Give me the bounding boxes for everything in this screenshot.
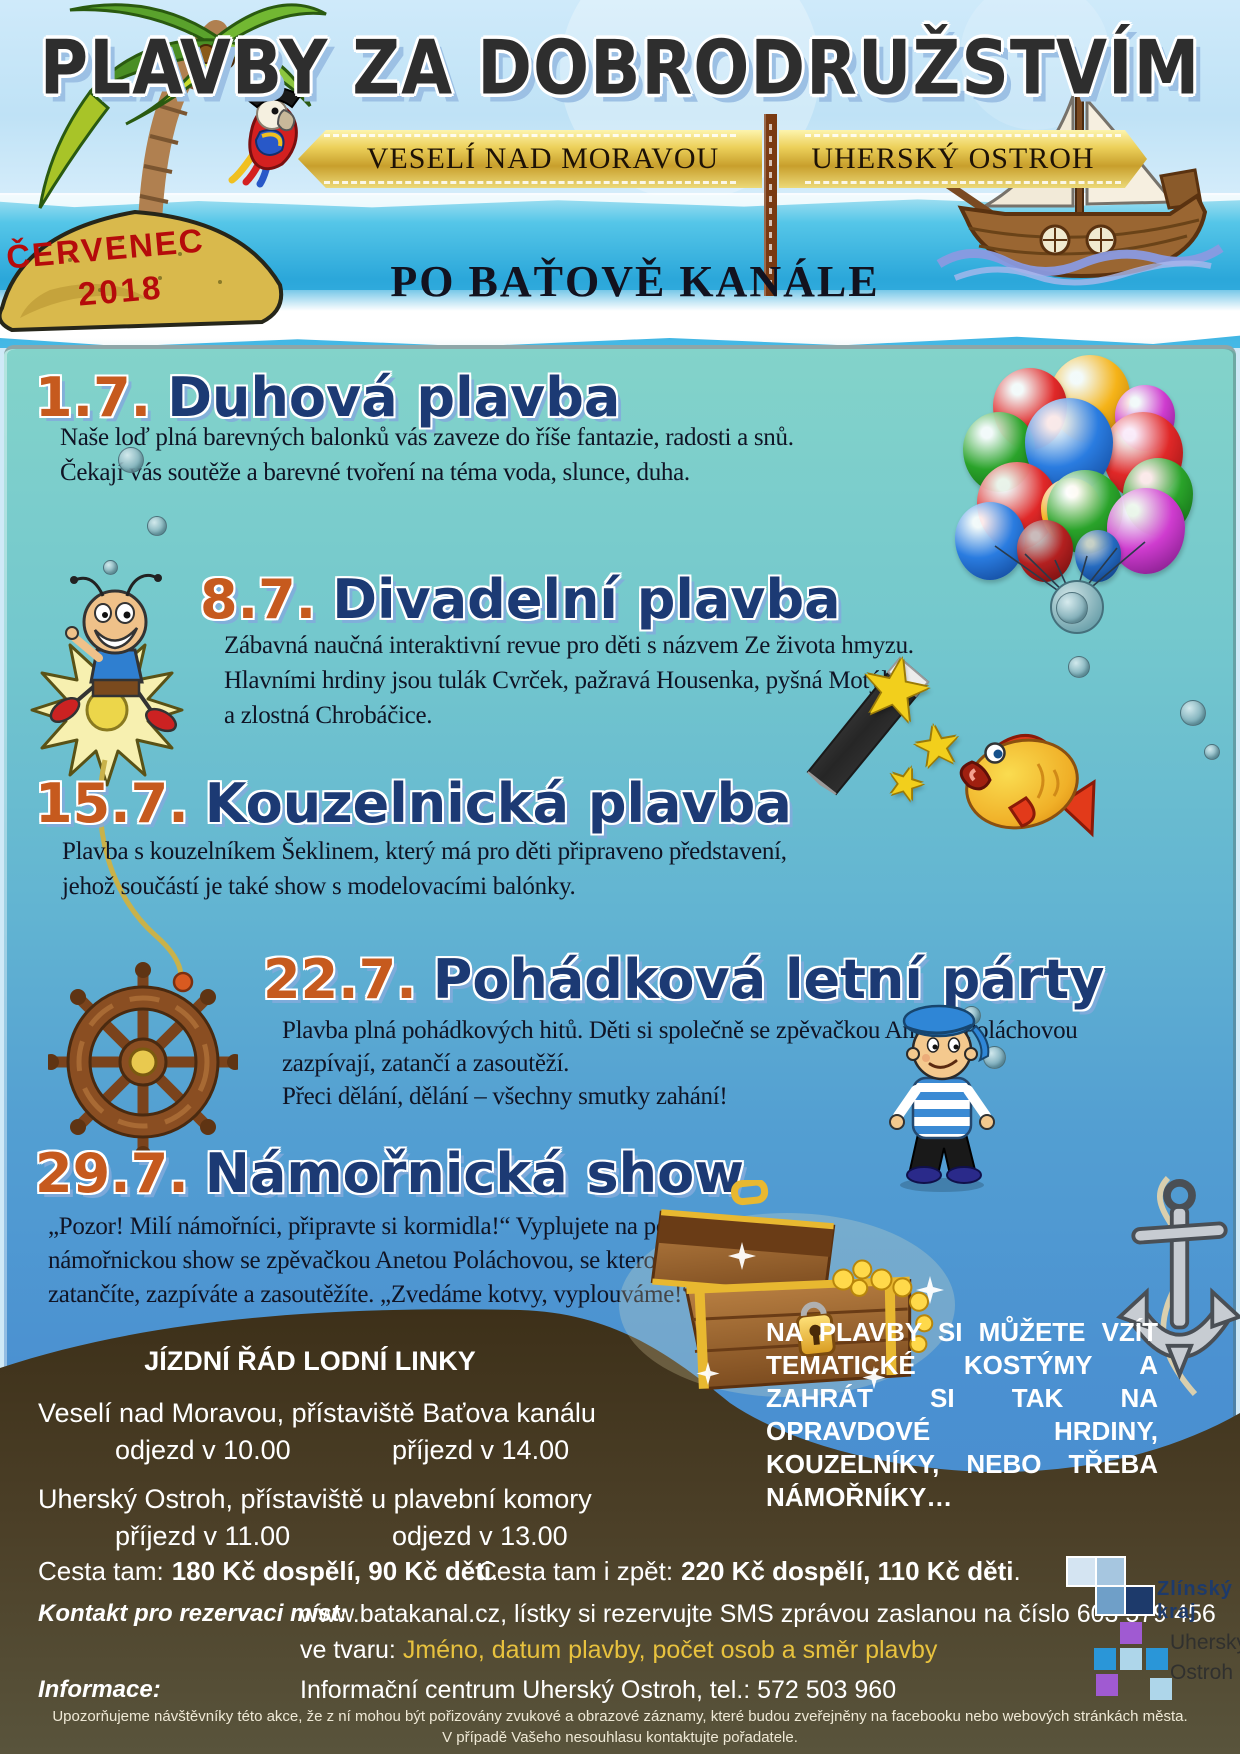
reservation-value: www.batakanal.cz, lístky si rezervujte S… [300, 1600, 1216, 1628]
price-oneway-value: 180 Kč dospělí, 90 Kč děti [171, 1556, 492, 1586]
bubble [118, 447, 144, 473]
price-suffix: . [1013, 1556, 1021, 1586]
bubble [1204, 744, 1220, 760]
banner-left: VESELÍ NAD MORAVOU [298, 130, 762, 188]
reservation-format: ve tvaru: Jméno, datum plavby, počet oso… [300, 1636, 937, 1665]
info-value: Informační centrum Uherský Ostroh, tel.:… [300, 1676, 897, 1704]
disclaimer-line-2: V případě Vašeho nesouhlasu kontaktujte … [442, 1729, 798, 1746]
banner-left-label: VESELÍ NAD MORAVOU [366, 142, 720, 175]
event-1-description: Naše loď plná barevných balonků vás zave… [60, 424, 794, 486]
reservation-label: Kontakt pro rezervaci míst: [38, 1600, 348, 1627]
event-date: 8.7. [200, 568, 317, 631]
sand-hill-background [0, 1309, 1240, 1754]
event-5-heading: 29.7. Námořnická show [35, 1142, 744, 1205]
price-return: Cesta tam i zpět: 220 Kč dospělí, 110 Kč … [478, 1556, 1021, 1587]
stop-1-time-1: odjezd v 10.00 [115, 1435, 291, 1465]
zlinsky-kraj-label: Zlínský kraj [1157, 1578, 1233, 1623]
bubble [103, 560, 118, 575]
price-oneway: Cesta tam: 180 Kč dospělí, 90 Kč děti. [38, 1556, 498, 1587]
stop-2-time-1: příjezd v 11.00 [115, 1521, 291, 1551]
bubble [1180, 700, 1206, 726]
light-flare [960, 0, 1110, 130]
schedule-stop-1: Veselí nad Moravou, přístaviště Baťova k… [38, 1398, 596, 1428]
palm-tree-illustration [38, 3, 327, 226]
bubble [1056, 592, 1088, 624]
event-3-heading: 15.7. Kouzelnická plavba [35, 772, 792, 835]
bubble [1068, 656, 1090, 678]
signpost-pole [764, 114, 777, 296]
banner-right: UHERSKÝ OSTROH [779, 130, 1147, 188]
anchor-illustration [1116, 1176, 1240, 1396]
event-title: Duhová plavba [167, 366, 621, 429]
cricket-on-flower-illustration [30, 573, 184, 787]
banner-right-label: UHERSKÝ OSTROH [811, 142, 1095, 175]
uhersky-ostroh-label: Uherský Ostroh [1170, 1628, 1240, 1688]
banner-stitching [324, 134, 736, 184]
price-suffix: . [491, 1556, 499, 1586]
event-2-heading: 8.7. Divadelní plavba [200, 568, 841, 631]
stop-2-time-2: odjezd v 13.00 [392, 1521, 568, 1551]
price-return-label: Cesta tam i zpět: [478, 1556, 674, 1586]
event-title: Námořnická show [204, 1142, 745, 1205]
price-return-value: 220 Kč dospělí, 110 Kč děti [681, 1556, 1014, 1586]
city-label-line1: Uherský [1170, 1631, 1240, 1654]
pirate-parrot-icon [228, 87, 302, 188]
sailor-boy-illustration [889, 1004, 995, 1192]
banner-stitching [805, 134, 1121, 184]
balloon-bunch-illustration [955, 350, 1193, 582]
poster-subtitle: PO BAŤOVĚ KANÁLE [390, 257, 880, 306]
info-label: Informace: [38, 1676, 161, 1703]
event-3-description: Plavba s kouzelníkem Šeklinem, který má … [62, 838, 787, 900]
ship-wheel-illustration [48, 962, 238, 1162]
bubble [147, 516, 167, 536]
event-4-description: Plavba plná pohádkových hitů. Děti si sp… [282, 1017, 1078, 1110]
price-oneway-label: Cesta tam: [38, 1556, 164, 1586]
event-title: Pohádková letní párty [432, 948, 1105, 1011]
event-title: Kouzelnická plavba [204, 772, 792, 835]
event-date: 22.7. [263, 948, 417, 1011]
sand-island-illustration [0, 209, 284, 333]
event-date: 15.7. [35, 772, 189, 835]
treasure-chest-illustration [619, 1180, 955, 1397]
format-prefix: ve tvaru: [300, 1636, 403, 1664]
schedule-heading: JÍZDNÍ ŘÁD LODNÍ LINKY [144, 1346, 476, 1376]
costumes-note: NA PLAVBY SI MŮŽETE VZÍT TEMATICKÉ KOSTÝ… [766, 1317, 1158, 1512]
stop-1-time-2: příjezd v 14.00 [392, 1435, 570, 1465]
format-value: Jméno, datum plavby, počet osob a směr p… [402, 1636, 938, 1664]
event-1-heading: 1.7. Duhová plavba [35, 366, 620, 429]
event-4-heading: 22.7. Pohádková letní párty [263, 948, 1104, 1011]
year-badge: 2018 [76, 268, 165, 313]
event-date: 1.7. [35, 366, 152, 429]
magic-wand-illustration [806, 656, 930, 796]
event-2-description: Zábavná naučná interaktivní revue pro dě… [224, 632, 917, 729]
city-label-line2: Ostroh [1170, 1661, 1234, 1684]
flower-stem [97, 759, 194, 993]
disclaimer-line-1: Upozorňujeme návštěvníky této akce, že z… [52, 1708, 1188, 1725]
event-title: Divadelní plavba [332, 568, 841, 631]
goldfish-illustration [959, 734, 1096, 838]
poster-title: PLAVBY ZA DOBRODRUŽSTVÍM [39, 24, 1201, 112]
schedule-stop-2: Uherský Ostroh, přístaviště u plavební k… [38, 1484, 592, 1514]
event-date: 29.7. [35, 1142, 189, 1205]
